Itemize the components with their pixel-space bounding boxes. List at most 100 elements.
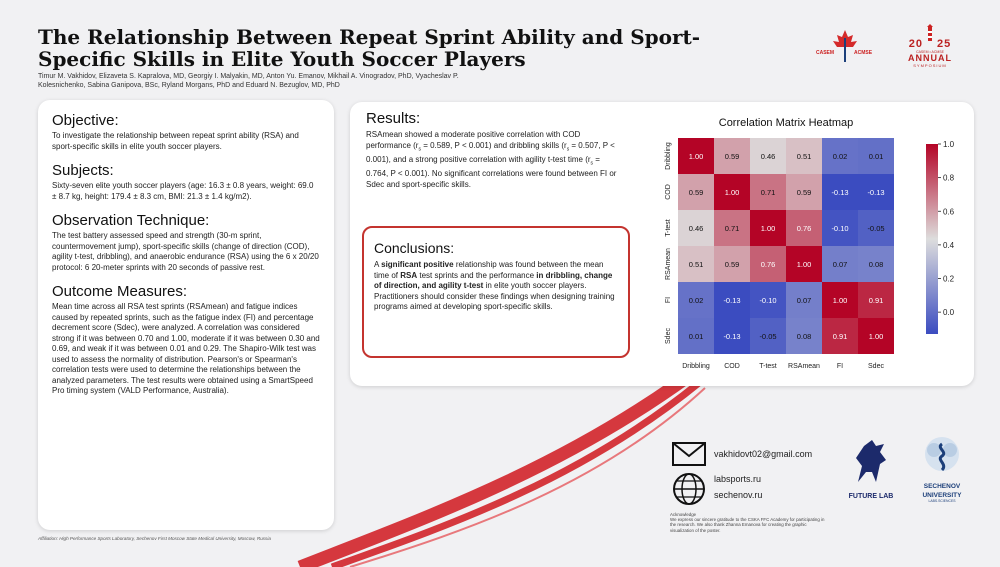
observation-heading: Observation Technique:: [52, 212, 210, 229]
sechenov-logo: SECHENOV UNIVERSITY LABS.SCIENCES: [912, 436, 972, 516]
correlation-heatmap: Correlation Matrix Heatmap 1.00 0.59 0.46 0.…: [665, 117, 955, 370]
heatmap-cell: [858, 246, 894, 282]
heatmap-cell: [714, 282, 750, 318]
heatmap-cell-label: 0.59: [725, 260, 740, 269]
heatmap-cell-label: -0.10: [831, 224, 848, 233]
heatmap-cell: [786, 318, 822, 354]
heatmap-cell: [786, 174, 822, 210]
heatmap-cell: [750, 138, 786, 174]
acmse-text: ACMSE: [854, 50, 873, 56]
heatmap-cell-label: 0.76: [797, 224, 812, 233]
heatmap-cell-label: 1.00: [689, 152, 704, 161]
heatmap-cell: [858, 210, 894, 246]
heatmap-cell: [786, 282, 822, 318]
heatmap-x-tick: Dribbling: [682, 363, 710, 370]
future-lab-logo: FUTURE LAB: [840, 436, 902, 516]
outcome-heading: Outcome Measures:: [52, 283, 188, 300]
heatmap-cell: [750, 174, 786, 210]
symposium-text: SYMPOSIUM: [913, 63, 947, 68]
outcome-text: Mean time across all RSA test sprints (R…: [52, 302, 320, 395]
heatmap-cell: [786, 138, 822, 174]
heatmap-cell: [858, 282, 894, 318]
contact-site-2[interactable]: sechenov.ru: [714, 490, 763, 500]
conclusions-text: A significant positive relationship was …: [374, 260, 615, 312]
heatmap-cell: [678, 282, 714, 318]
heatmap-cell-label: -0.13: [867, 188, 884, 197]
heatmap-cell-label: 0.08: [869, 260, 884, 269]
heatmap-cell-label: -0.13: [723, 296, 740, 305]
colorbar-tick-label: 0.0: [943, 308, 955, 317]
heatmap-cell: [822, 210, 858, 246]
heatmap-cell: [714, 210, 750, 246]
heatmap-cell-label: 1.00: [797, 260, 812, 269]
globe-icon: [673, 473, 705, 505]
heatmap-cell-label: 0.71: [725, 224, 740, 233]
heatmap-cell-label: 0.59: [689, 188, 704, 197]
results-heading: Results:: [366, 110, 421, 127]
heatmap-cell-label: 0.02: [833, 152, 848, 161]
authors: Timur M. Vakhidov, Elizaveta S. Kapralov…: [38, 73, 459, 89]
heatmap-cell: [678, 174, 714, 210]
heatmap-x-tick: COD: [724, 363, 740, 370]
tree-icon: [925, 437, 959, 472]
conclusions-box: Conclusions: A significant positive rela…: [362, 226, 630, 358]
affiliation: Affiliation: High Performance Sports Lab…: [38, 536, 271, 541]
casem-logo: CASEM ACMSE: [810, 28, 880, 64]
heatmap-cell-label: 0.76: [761, 260, 776, 269]
heatmap-cell: [786, 246, 822, 282]
symposium-logo: 20 25 CASEM • ACMSE ANNUAL SYMPOSIUM: [895, 24, 965, 86]
heatmap-y-tick: Sdec: [665, 328, 672, 344]
heatmap-cell: [822, 318, 858, 354]
heatmap-cell-label: 0.59: [797, 188, 812, 197]
year-right: 25: [937, 38, 952, 50]
heatmap-cell-label: 1.00: [869, 332, 884, 341]
left-panel: Objective: To investigate the relationsh…: [38, 100, 334, 530]
heatmap-cell-label: 0.91: [869, 296, 884, 305]
heatmap-cell: [822, 282, 858, 318]
heatmap-cell: [714, 318, 750, 354]
objective-heading: Objective:: [52, 112, 119, 129]
colorbar-tick-label: 0.8: [943, 174, 955, 183]
contact-site-1[interactable]: labsports.ru: [714, 474, 762, 484]
casem-text: CASEM: [816, 50, 835, 56]
heatmap-cell-label: -0.13: [723, 332, 740, 341]
subjects-heading: Subjects:: [52, 162, 114, 179]
heatmap-cell-label: 0.51: [689, 260, 704, 269]
heatmap-cell: [714, 174, 750, 210]
heatmap-cell-label: 1.00: [833, 296, 848, 305]
symposium-sub: CASEM • ACMSE: [916, 50, 944, 54]
colorbar-tick-label: 0.4: [943, 241, 955, 250]
poster-title: The Relationship Between Repeat Sprint A…: [38, 25, 701, 71]
heatmap-x-tick: T-test: [759, 363, 777, 370]
colorbar-tick-label: 0.2: [943, 275, 955, 284]
heatmap-cell-label: -0.05: [867, 224, 884, 233]
heatmap-cell-label: 1.00: [761, 224, 776, 233]
heatmap-cell: [822, 246, 858, 282]
heatmap-cell-label: 0.01: [689, 332, 704, 341]
heatmap-cell: [750, 282, 786, 318]
heatmap-cell-label: -0.10: [759, 296, 776, 305]
heatmap-cell-label: 0.01: [869, 152, 884, 161]
heatmap-x-tick: FI: [837, 363, 843, 370]
heatmap-cell-label: 0.07: [797, 296, 812, 305]
lighthouse-icon: [927, 24, 933, 41]
heatmap-cell: [750, 246, 786, 282]
annual-text: ANNUAL: [908, 53, 952, 63]
acknowledge: Acknowledge We express our sincere grati…: [670, 512, 825, 533]
contact-email[interactable]: vakhidovt02@gmail.com: [714, 449, 813, 459]
heatmap-cell-label: 0.59: [725, 152, 740, 161]
heatmap-cell: [678, 138, 714, 174]
heatmap-cell: [678, 246, 714, 282]
heatmap-cell-label: 0.46: [689, 224, 704, 233]
heatmap-x-tick: Sdec: [868, 363, 884, 370]
heatmap-cell-label: 0.46: [761, 152, 776, 161]
colorbar-tick-label: 1.0: [943, 140, 955, 149]
heatmap-cell-label: -0.05: [759, 332, 776, 341]
heatmap-title: Correlation Matrix Heatmap: [719, 117, 854, 129]
horse-icon: [856, 440, 886, 482]
heatmap-cell: [750, 318, 786, 354]
maple-leaf-icon: [833, 30, 857, 62]
heatmap-cell: [858, 138, 894, 174]
heatmap-cell-label: 0.71: [761, 188, 776, 197]
results-text: RSAmean showed a moderate positive corre…: [366, 130, 617, 189]
